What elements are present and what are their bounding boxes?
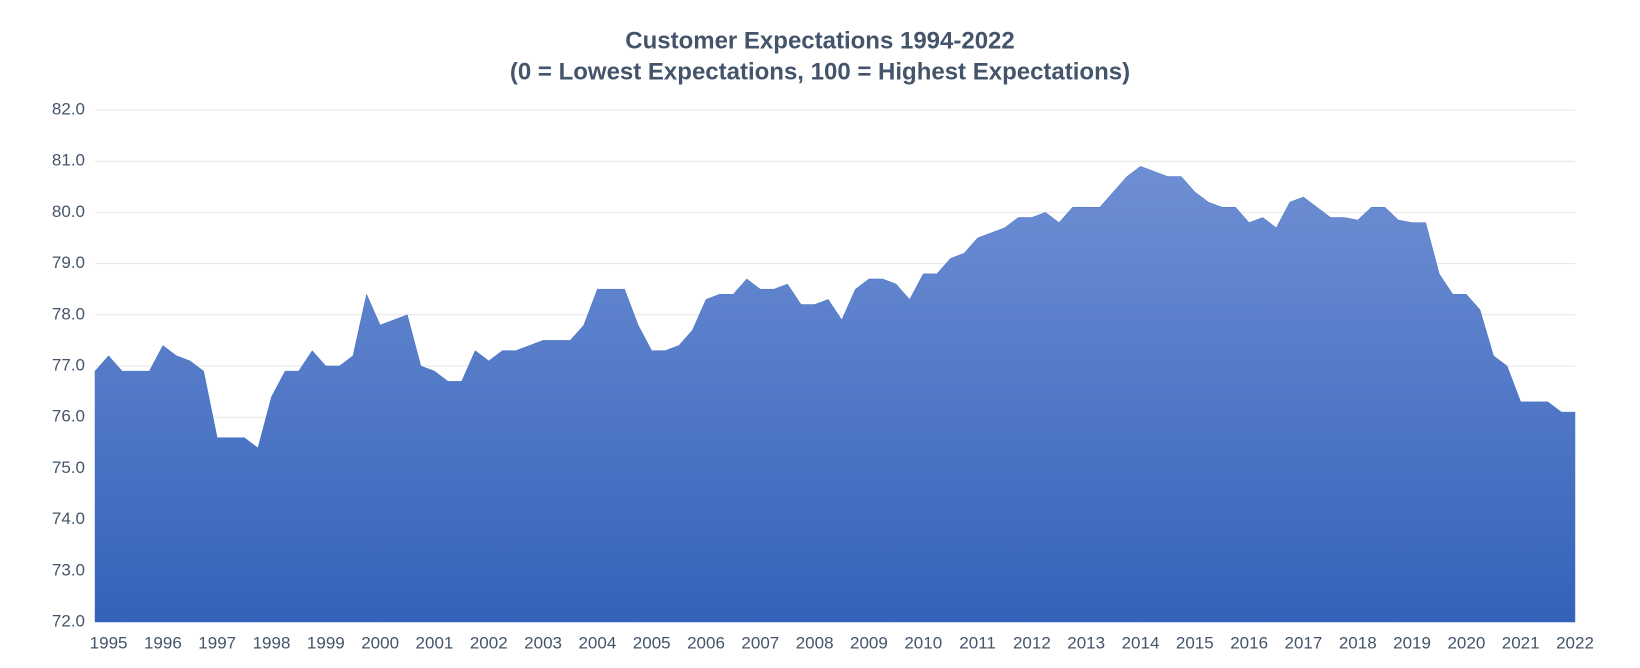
x-tick-label: 2013 — [1067, 633, 1105, 652]
x-tick-label: 2012 — [1013, 633, 1051, 652]
y-tick-label: 72.0 — [52, 611, 85, 630]
x-tick-label: 2011 — [959, 633, 996, 652]
x-tick-label: 2019 — [1393, 633, 1431, 652]
x-tick-label: 2006 — [687, 633, 725, 652]
x-tick-label: 1996 — [144, 633, 182, 652]
y-tick-label: 81.0 — [52, 151, 85, 170]
x-tick-label: 2001 — [416, 633, 454, 652]
chart-title: Customer Expectations 1994-2022 — [625, 27, 1015, 54]
x-tick-label: 2010 — [904, 633, 942, 652]
x-tick-label: 2022 — [1556, 633, 1594, 652]
x-tick-label: 2005 — [633, 633, 671, 652]
x-tick-label: 2016 — [1230, 633, 1268, 652]
x-tick-label: 1998 — [253, 633, 291, 652]
area — [94, 166, 1576, 623]
x-tick-label: 1995 — [90, 633, 128, 652]
y-tick-label: 76.0 — [52, 407, 85, 426]
x-tick-label: 2004 — [578, 633, 616, 652]
x-tick-label: 2021 — [1502, 633, 1540, 652]
y-tick-label: 77.0 — [52, 355, 85, 374]
y-tick-label: 75.0 — [52, 458, 85, 477]
x-tick-label: 2008 — [796, 633, 834, 652]
y-tick-label: 78.0 — [52, 304, 85, 323]
x-tick-label: 2000 — [361, 633, 399, 652]
x-tick-label: 2020 — [1447, 633, 1485, 652]
y-tick-label: 74.0 — [52, 509, 85, 528]
x-tick-label: 1997 — [198, 633, 236, 652]
y-tick-label: 73.0 — [52, 560, 85, 579]
y-tick-label: 82.0 — [52, 99, 85, 118]
x-tick-label: 2002 — [470, 633, 508, 652]
x-tick-label: 2003 — [524, 633, 562, 652]
x-tick-label: 2015 — [1176, 633, 1214, 652]
y-tick-label: 80.0 — [52, 202, 85, 221]
x-tick-label: 2018 — [1339, 633, 1377, 652]
x-tick-label: 2009 — [850, 633, 888, 652]
x-tick-label: 2007 — [741, 633, 779, 652]
chart-subtitle: (0 = Lowest Expectations, 100 = Highest … — [510, 58, 1130, 85]
x-tick-label: 2017 — [1285, 633, 1323, 652]
x-tick-label: 2014 — [1122, 633, 1160, 652]
x-tick-label: 1999 — [307, 633, 345, 652]
y-tick-label: 79.0 — [52, 253, 85, 272]
